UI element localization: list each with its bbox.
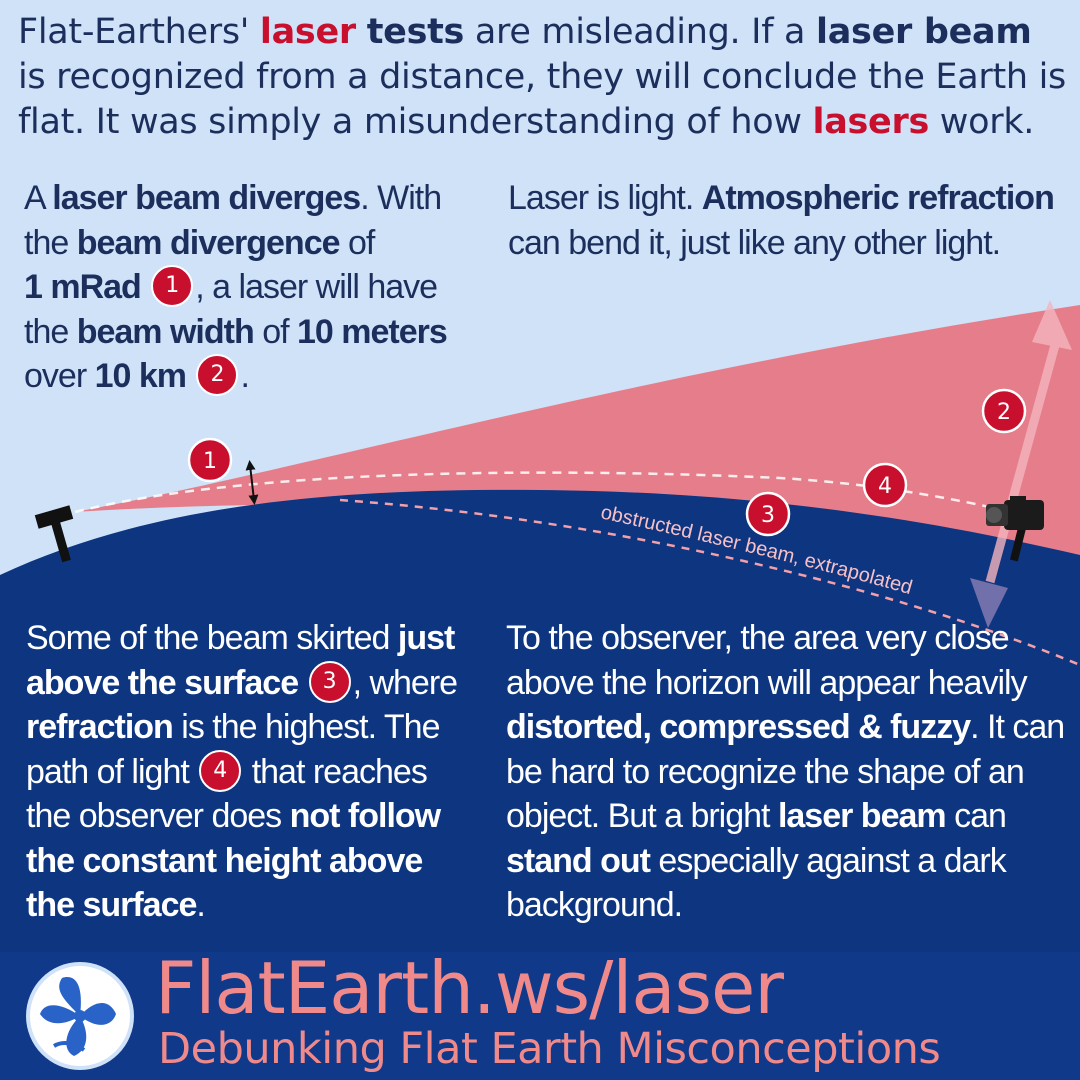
site-url: FlatEarth.ws/laser (155, 946, 784, 1030)
laser-beam-cone (75, 305, 1080, 560)
beam-spread-arrow (970, 300, 1072, 628)
headline: Flat-Earthers' laser tests are misleadin… (18, 12, 1066, 142)
svg-text:4: 4 (878, 474, 892, 499)
beam-divergence-text: A laser beam diverges. With the beam div… (24, 179, 448, 397)
badge-2: 2 (196, 354, 239, 397)
badge-1: 1 (151, 265, 194, 308)
svg-text:1: 1 (203, 449, 217, 474)
surface-refraction-text: Some of the beam skirted just above the … (26, 619, 458, 924)
laser-emitter-icon (34, 505, 74, 563)
marker-4: 4 (862, 462, 908, 508)
globe-logo-icon (26, 962, 134, 1070)
badge-4: 4 (199, 749, 242, 792)
marker-1: 1 (187, 437, 233, 483)
marker-3: 3 (745, 491, 791, 537)
observer-distortion-text: To the observer, the area very close abo… (506, 619, 1065, 924)
badge-3: 3 (308, 660, 351, 703)
footer-banner: FlatEarth.ws/laser Debunking Flat Earth … (0, 948, 1080, 1080)
atmospheric-refraction-text: Laser is light. Atmospheric refraction c… (508, 179, 1055, 262)
extrapolated-beam-line (339, 498, 1080, 667)
svg-text:2: 2 (997, 400, 1011, 425)
camera-icon (986, 496, 1044, 562)
svg-text:3: 3 (761, 503, 775, 528)
beam-width-arrow (245, 460, 259, 505)
earth-surface (0, 489, 1080, 952)
marker-2: 2 (981, 388, 1027, 434)
tagline: Debunking Flat Earth Misconceptions (158, 1024, 941, 1074)
